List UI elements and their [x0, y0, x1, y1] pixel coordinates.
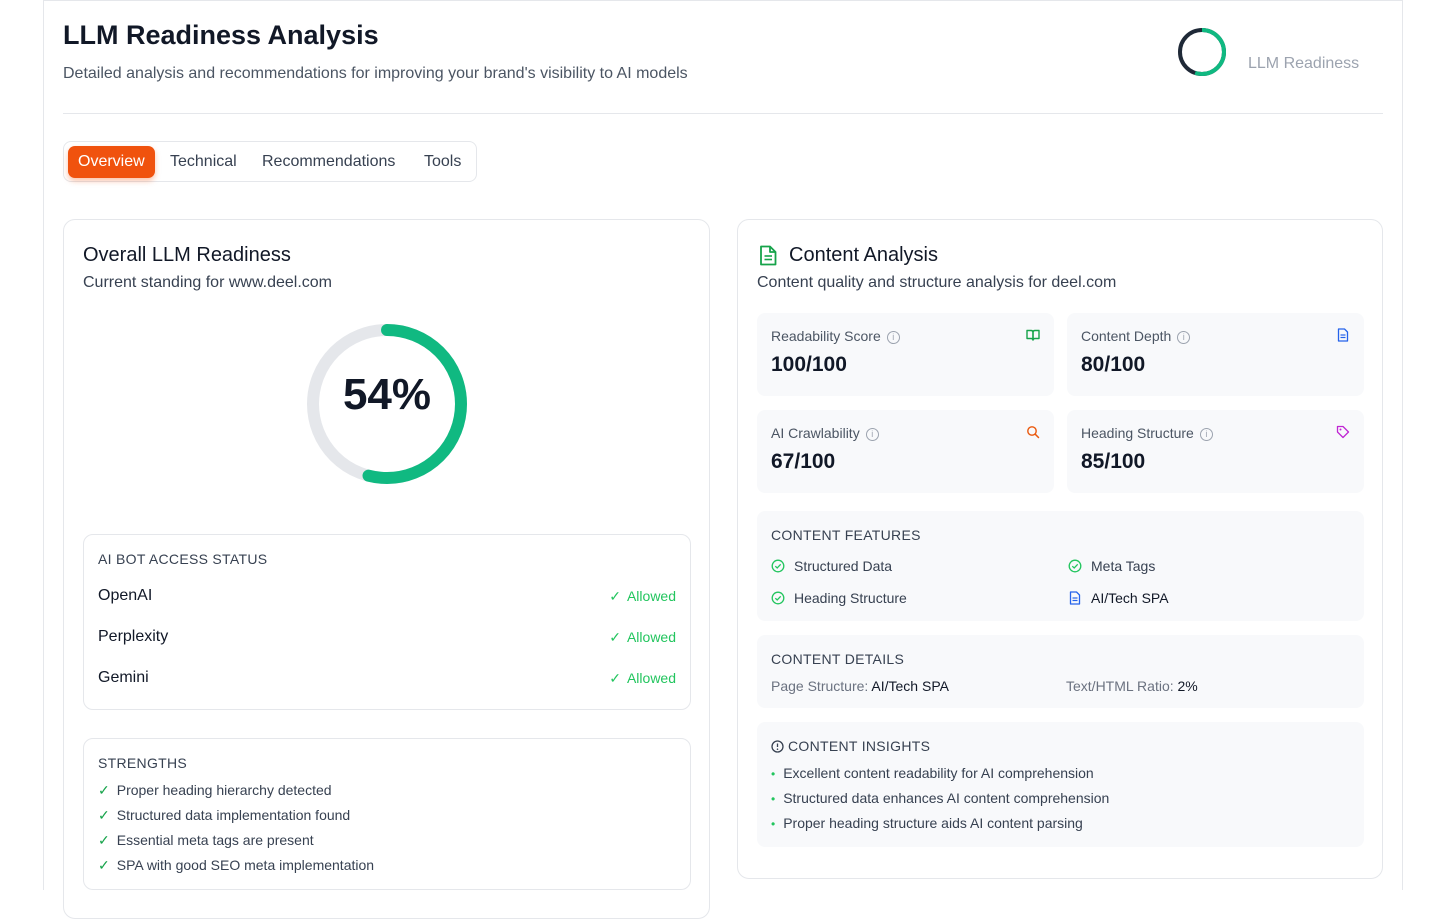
metric-content-depth: Content Depth i 80/100 [1067, 313, 1364, 396]
bot-status: ✓ Allowed [609, 670, 676, 686]
feature-item: Meta Tags [1068, 558, 1155, 574]
alert-circle-icon [771, 740, 784, 753]
frame-top-border [43, 0, 1403, 1]
check-icon: ✓ [98, 807, 110, 823]
readiness-ring-label: LLM Readiness [1248, 55, 1360, 72]
info-icon[interactable]: i [865, 428, 879, 441]
bullet-icon: • [771, 817, 776, 831]
tag-icon [1336, 425, 1350, 439]
frame-right-border [1402, 0, 1403, 890]
readiness-donut-chart [307, 324, 467, 484]
metric-readability: Readability Score i 100/100 [757, 313, 1054, 396]
feature-item: Structured Data [771, 558, 892, 574]
insight-item: • Excellent content readability for AI co… [771, 765, 1094, 781]
strength-item: ✓ SPA with good SEO meta implementation [98, 857, 375, 873]
metric-label: Heading Structure i [1081, 425, 1213, 441]
check-icon: ✓ [98, 782, 110, 798]
feature-item: AI/Tech SPA [1068, 590, 1169, 606]
bullet-icon: • [771, 767, 776, 781]
bot-status: ✓ Allowed [609, 588, 676, 604]
metric-label: AI Crawlability i [771, 425, 879, 441]
check-icon: ✓ [609, 588, 621, 604]
metric-value: 67/100 [771, 450, 836, 473]
strength-item: ✓ Structured data implementation found [98, 807, 351, 823]
metric-ai-crawlability: AI Crawlability i 67/100 [757, 410, 1054, 493]
overall-subtitle: Current standing for www.deel.com [83, 274, 332, 291]
page-title: LLM Readiness Analysis [63, 20, 379, 50]
strength-item: ✓ Proper heading hierarchy detected [98, 782, 332, 798]
content-features-panel: CONTENT FEATURES Structured Data Meta Ta… [757, 511, 1364, 621]
strengths-panel: STRENGTHS ✓ Proper heading hierarchy dete… [83, 738, 691, 890]
strength-item: ✓ Essential meta tags are present [98, 832, 314, 848]
page-subtitle: Detailed analysis and recommendations fo… [63, 65, 688, 82]
insight-item: • Structured data enhances AI content com… [771, 790, 1110, 806]
tab-overview[interactable]: Overview [68, 146, 155, 178]
content-details-panel: CONTENT DETAILS Page Structure: AI/Tech … [757, 635, 1364, 708]
metric-value: 80/100 [1081, 353, 1146, 376]
tab-recommendations[interactable]: Recommendations [262, 153, 396, 170]
tab-tools[interactable]: Tools [424, 153, 462, 170]
check-icon: ✓ [98, 832, 110, 848]
insight-item: • Proper heading structure aids AI conten… [771, 815, 1083, 831]
metric-value: 85/100 [1081, 450, 1146, 473]
bot-row: Gemini ✓ Allowed [98, 669, 676, 691]
bot-row: Perplexity ✓ Allowed [98, 628, 676, 650]
overall-readiness-card: Overall LLM Readiness Current standing f… [63, 219, 710, 919]
check-icon: ✓ [98, 857, 110, 873]
details-heading: CONTENT DETAILS [771, 651, 905, 667]
check-circle-icon [1068, 559, 1082, 573]
readiness-score: 54% [342, 370, 432, 419]
features-heading: CONTENT FEATURES [771, 527, 921, 543]
bot-name: OpenAI [98, 587, 153, 604]
info-icon[interactable]: i [1199, 428, 1213, 441]
feature-item: Heading Structure [771, 590, 907, 606]
bullet-icon: • [771, 792, 776, 806]
content-analysis-card: Content Analysis Content quality and str… [737, 219, 1383, 879]
tab-bar: Overview Technical Recommendations Tools [63, 141, 477, 182]
check-circle-icon [771, 559, 785, 573]
ai-bot-access-panel: AI BOT ACCESS STATUS OpenAI ✓ Allowed Per… [83, 534, 691, 710]
bot-name: Gemini [98, 669, 149, 686]
metric-heading-structure: Heading Structure i 85/100 [1067, 410, 1364, 493]
overall-title: Overall LLM Readiness [83, 244, 291, 266]
document-icon [1337, 328, 1349, 342]
strengths-heading: STRENGTHS [98, 755, 188, 771]
tab-technical[interactable]: Technical [170, 153, 237, 170]
check-icon: ✓ [609, 629, 621, 645]
metric-label: Content Depth i [1081, 328, 1191, 344]
book-open-icon [1026, 329, 1040, 341]
metric-value: 100/100 [771, 353, 847, 376]
metric-label: Readability Score i [771, 328, 900, 344]
content-title: Content Analysis [789, 244, 938, 266]
document-text-icon [760, 245, 777, 266]
search-icon [1027, 426, 1040, 439]
frame-left-border [43, 0, 44, 890]
bot-status: ✓ Allowed [609, 629, 676, 645]
bot-row: OpenAI ✓ Allowed [98, 587, 676, 609]
info-icon[interactable]: i [886, 331, 900, 344]
insights-heading: CONTENT INSIGHTS [771, 738, 930, 754]
info-icon[interactable]: i [1177, 331, 1191, 344]
text-html-ratio-detail: Text/HTML Ratio: 2% [1066, 678, 1198, 694]
content-subtitle: Content quality and structure analysis f… [757, 274, 1117, 291]
readiness-donut-arc [307, 324, 467, 484]
header-divider [63, 113, 1383, 114]
page-structure-detail: Page Structure: AI/Tech SPA [771, 678, 949, 694]
check-circle-icon [771, 591, 785, 605]
check-icon: ✓ [609, 670, 621, 686]
document-icon [1069, 591, 1081, 605]
content-insights-panel: CONTENT INSIGHTS • Excellent content read… [757, 722, 1364, 847]
readiness-ring-icon [1178, 28, 1226, 76]
bot-name: Perplexity [98, 628, 169, 645]
bot-access-heading: AI BOT ACCESS STATUS [98, 551, 268, 567]
